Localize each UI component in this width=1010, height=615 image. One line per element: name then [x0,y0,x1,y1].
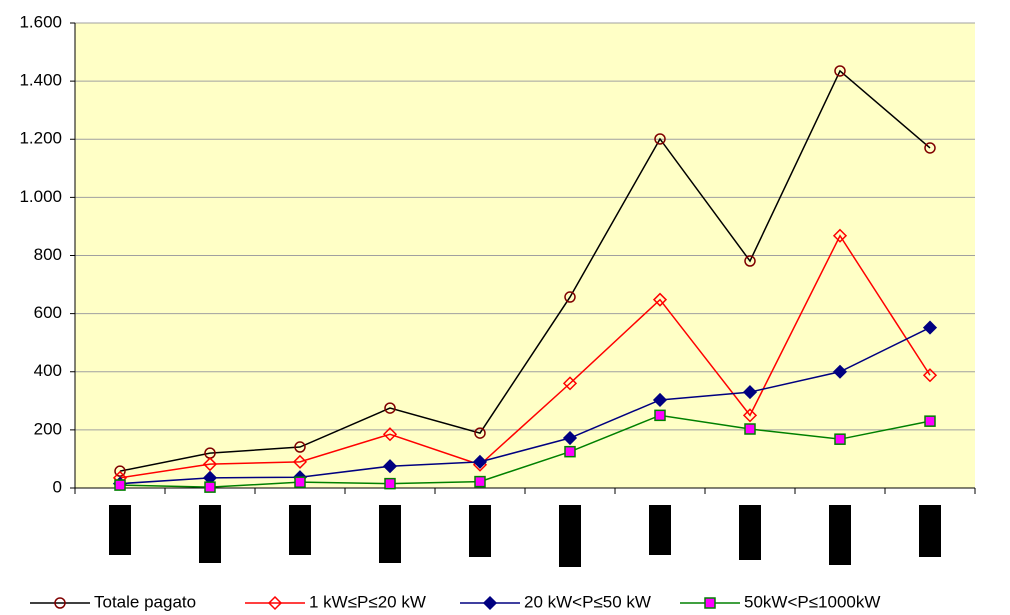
marker [744,423,756,435]
marker [652,392,668,408]
marker [742,385,758,400]
marker [202,457,218,472]
redacted-label [739,505,761,560]
marker [54,597,66,609]
marker [294,476,306,488]
redacted-label [919,505,941,557]
redacted-label [199,505,221,563]
marker [832,364,848,379]
y-tick-label: 1.400 [19,71,62,90]
legend-label: 20 kW<P≤50 kW [524,592,651,611]
y-tick-label: 800 [34,245,62,264]
series-line [119,69,931,472]
marker [204,481,216,493]
y-tick-label: 600 [34,303,62,322]
y-tick-label: 400 [34,361,62,380]
marker [742,408,758,423]
legend-label: 1 kW≤P≤20 kW [309,592,426,611]
redacted-label [289,505,311,555]
marker [924,415,936,427]
marker [832,228,848,243]
marker [704,597,716,609]
y-tick-label: 0 [53,477,62,496]
marker [654,409,666,422]
legend-label: Totale pagato [94,592,196,611]
marker [482,595,498,611]
y-tick-label: 1.200 [19,129,62,148]
marker [652,292,668,307]
redacted-label [109,505,131,555]
marker [564,445,576,458]
marker [834,65,846,77]
marker [114,479,126,491]
redacted-label [829,505,851,565]
marker [924,142,936,154]
marker [834,433,846,445]
redacted-label [559,505,581,567]
marker [384,402,396,414]
marker [744,255,756,267]
y-tick-label: 1.600 [19,12,62,31]
marker [382,459,398,474]
marker [564,291,576,303]
legend-item: 1 kW≤P≤20 kW [245,592,426,611]
redacted-label [649,505,671,555]
marker [384,477,396,490]
marker [474,475,486,488]
legend-label: 50kW<P≤1000kW [744,592,880,611]
marker [654,133,666,145]
marker [474,427,486,439]
marker [922,368,938,383]
marker [922,320,938,335]
marker [562,430,578,446]
marker [292,454,308,469]
y-tick-label: 1.000 [19,187,62,206]
series-line [119,414,931,488]
marker [472,454,488,469]
y-tick-label: 200 [34,419,62,438]
marker [294,441,306,453]
marker [562,376,578,391]
marker [267,595,283,611]
legend-item: 20 kW<P≤50 kW [460,592,651,611]
marker [382,427,398,442]
legend-item: Totale pagato [30,592,196,611]
series-line [119,326,931,485]
legend-item: 50kW<P≤1000kW [680,592,880,611]
redacted-label [469,505,491,557]
marker [114,465,126,477]
redacted-label [379,505,401,563]
series-line [119,234,931,479]
